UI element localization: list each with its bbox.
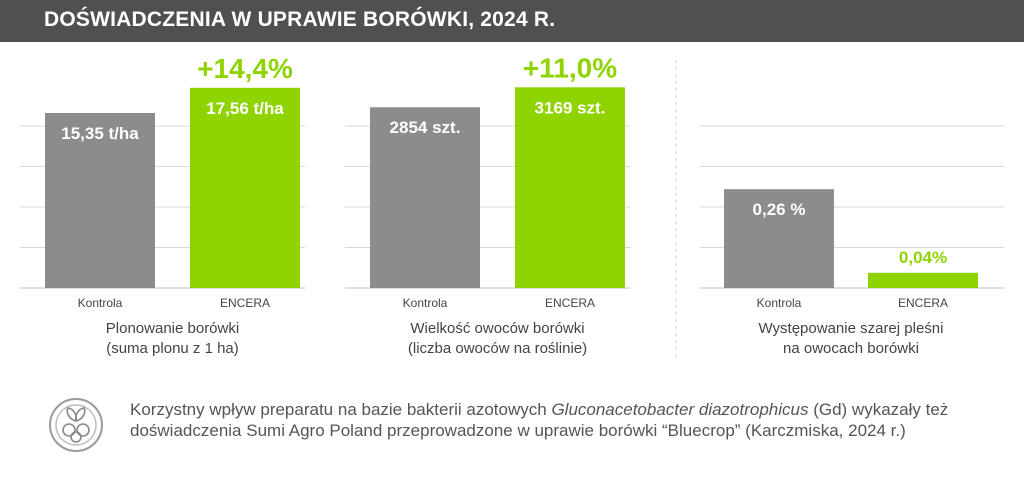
chart-title-line: na owocach borówki	[783, 340, 919, 357]
chart-title-line: (liczba owoców na roślinie)	[408, 340, 587, 357]
footer-note: Korzystny wpływ preparatu na bazie bakte…	[130, 399, 1000, 441]
category-label: ENCERA	[898, 296, 948, 310]
chart-title-line: Wielkość owoców borówki	[410, 320, 584, 337]
category-label: Kontrola	[403, 296, 448, 310]
bar-kontrola	[45, 113, 155, 288]
bar-kontrola	[724, 189, 834, 288]
value-label: 17,56 t/ha	[206, 99, 284, 118]
charts-area: 15,35 t/ha Kontrola 17,56 t/ha ENCERA +14,4%…	[20, 52, 1004, 360]
bar-kontrola	[370, 107, 480, 288]
page-title: DOŚWIADCZENIA W UPRAWIE BORÓWKI, 2024 R.	[44, 8, 556, 31]
value-label: 0,04%	[899, 248, 947, 267]
footer-text-italic: Gluconacetobacter diazotrophicus	[551, 400, 809, 419]
delta-label: +11,0%	[523, 52, 617, 83]
blueberry-leaf-icon	[49, 398, 103, 452]
footer-text-after: (Gd) wykazały też doświadczenia Sumi Agr…	[130, 400, 949, 440]
value-label: 3169 szt.	[535, 98, 606, 117]
value-label: 2854 szt.	[390, 118, 461, 137]
value-label: 15,35 t/ha	[61, 124, 139, 143]
chart-title-line: (suma plonu z 1 ha)	[106, 340, 239, 357]
category-label: Kontrola	[757, 296, 802, 310]
bar-encera	[868, 272, 978, 288]
chart-title-line: Występowanie szarej pleśni	[759, 320, 944, 337]
category-label: ENCERA	[545, 296, 595, 310]
bar-encera	[515, 87, 625, 289]
bar-encera	[190, 87, 300, 288]
category-label: Kontrola	[78, 296, 123, 310]
footer-text-before: Korzystny wpływ preparatu na bazie bakte…	[130, 400, 552, 419]
header-bar: DOŚWIADCZENIA W UPRAWIE BORÓWKI, 2024 R.	[0, 0, 1024, 42]
value-label: 0,26 %	[753, 200, 806, 219]
category-label: ENCERA	[220, 296, 270, 310]
chart-title-line: Plonowanie borówki	[106, 320, 239, 337]
delta-label: +14,4%	[197, 53, 293, 84]
